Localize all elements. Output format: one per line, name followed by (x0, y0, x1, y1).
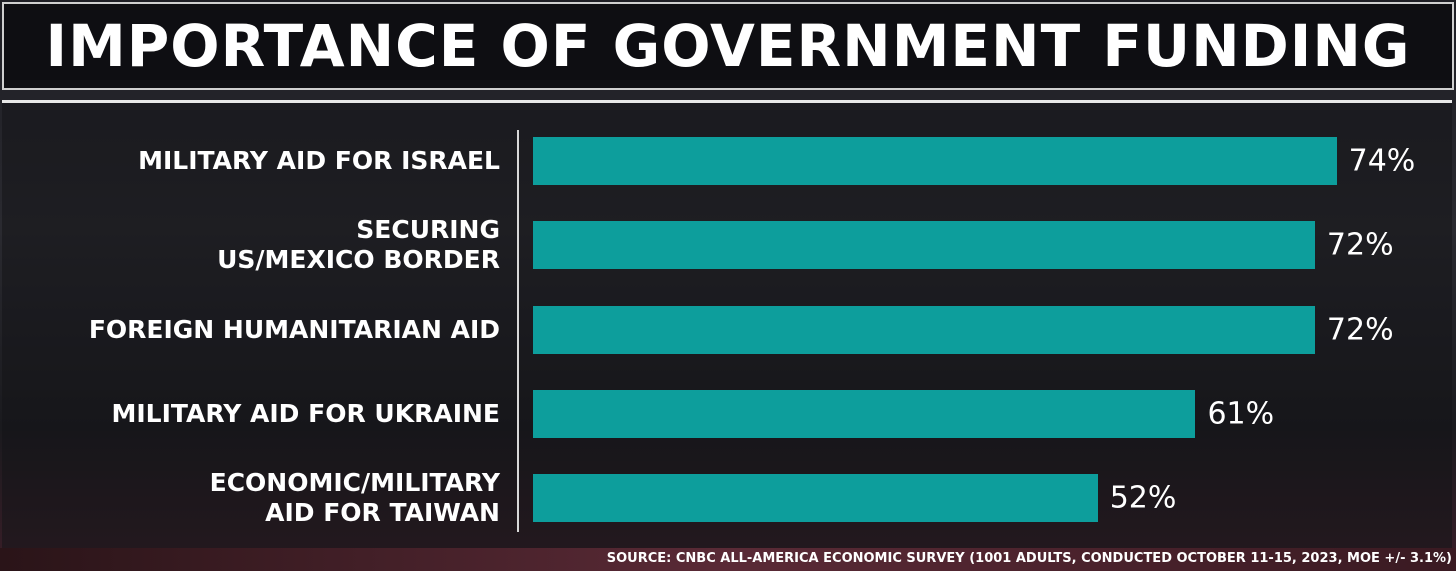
footer: SOURCE: CNBC ALL-AMERICA ECONOMIC SURVEY… (0, 548, 1456, 571)
value-label: 52% (1109, 480, 1177, 516)
title-bar: IMPORTANCE OF GOVERNMENT FUNDING (2, 2, 1454, 90)
chart-title: IMPORTANCE OF GOVERNMENT FUNDING (45, 12, 1411, 80)
axis-line (517, 130, 519, 532)
category-label: ECONOMIC/MILITARY AID FOR TAIWAN (209, 468, 500, 527)
value-label: 61% (1207, 396, 1275, 432)
bar (533, 221, 1315, 270)
value-label: 72% (1326, 312, 1394, 347)
value-label: 74% (1348, 143, 1416, 179)
bar (533, 389, 1196, 438)
category-label: MILITARY AID FOR ISRAEL (138, 146, 500, 175)
bar (533, 137, 1337, 185)
category-label: MILITARY AID FOR UKRAINE (111, 398, 500, 428)
value-label: 72% (1326, 227, 1394, 263)
bar (533, 305, 1315, 354)
category-label: SECURING US/MEXICO BORDER (217, 215, 500, 275)
bar (533, 474, 1098, 522)
source-note: SOURCE: CNBC ALL-AMERICA ECONOMIC SURVEY… (606, 551, 1452, 566)
category-label: FOREIGN HUMANITARIAN AID (88, 314, 500, 344)
